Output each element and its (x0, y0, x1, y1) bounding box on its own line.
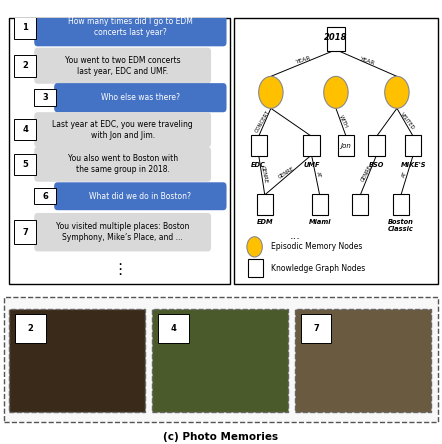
Text: Who else was there?: Who else was there? (101, 93, 180, 102)
Text: 1: 1 (23, 23, 28, 32)
Text: EDC: EDC (251, 162, 266, 168)
Circle shape (247, 237, 262, 257)
FancyBboxPatch shape (9, 309, 145, 412)
FancyBboxPatch shape (15, 221, 37, 244)
Text: You also went to Boston with
the same group in 2018.: You also went to Boston with the same gr… (68, 154, 178, 174)
Text: Last year at EDC, you were traveling
with Jon and Jim.: Last year at EDC, you were traveling wit… (52, 119, 193, 140)
Text: ⋮: ⋮ (112, 262, 127, 277)
Circle shape (385, 76, 409, 108)
FancyBboxPatch shape (295, 309, 431, 412)
Text: Jon: Jon (341, 143, 351, 149)
FancyBboxPatch shape (338, 135, 354, 156)
FancyBboxPatch shape (369, 135, 385, 156)
Text: BSO: BSO (369, 162, 384, 168)
Text: 4: 4 (171, 324, 176, 333)
FancyBboxPatch shape (15, 154, 37, 175)
Text: 2: 2 (27, 324, 33, 333)
FancyBboxPatch shape (4, 297, 438, 422)
FancyBboxPatch shape (15, 16, 37, 39)
Text: YEAR: YEAR (294, 56, 311, 65)
FancyBboxPatch shape (248, 259, 263, 278)
Text: ...: ... (290, 231, 301, 241)
Text: 4: 4 (23, 125, 28, 134)
Text: 5: 5 (23, 160, 28, 169)
FancyBboxPatch shape (34, 112, 211, 147)
FancyBboxPatch shape (234, 18, 438, 284)
FancyBboxPatch shape (405, 135, 421, 156)
FancyBboxPatch shape (393, 194, 409, 215)
Text: MIKE'S: MIKE'S (400, 162, 426, 168)
FancyBboxPatch shape (251, 135, 267, 156)
FancyBboxPatch shape (327, 27, 345, 51)
FancyBboxPatch shape (312, 194, 328, 215)
Text: (b) Memory Graph: (b) Memory Graph (282, 299, 389, 309)
FancyBboxPatch shape (303, 135, 320, 156)
FancyBboxPatch shape (34, 48, 211, 84)
Text: 2018: 2018 (324, 33, 348, 42)
FancyBboxPatch shape (301, 314, 332, 343)
FancyBboxPatch shape (34, 8, 227, 46)
Circle shape (324, 76, 348, 108)
Text: GENRE: GENRE (260, 165, 268, 184)
FancyBboxPatch shape (15, 119, 37, 140)
FancyBboxPatch shape (257, 194, 273, 215)
FancyBboxPatch shape (34, 89, 57, 106)
FancyBboxPatch shape (34, 213, 211, 251)
Text: EDM: EDM (256, 219, 273, 225)
FancyBboxPatch shape (15, 314, 46, 343)
Text: UMF: UMF (303, 162, 320, 168)
Text: 7: 7 (313, 324, 319, 333)
FancyBboxPatch shape (34, 147, 211, 182)
FancyBboxPatch shape (352, 194, 369, 215)
Text: Knowledge Graph Nodes: Knowledge Graph Nodes (271, 264, 365, 273)
Text: 3: 3 (42, 93, 48, 102)
Text: YEAR: YEAR (359, 56, 375, 65)
Text: GENRE: GENRE (278, 166, 296, 180)
Text: (a) Dialog: (a) Dialog (90, 299, 149, 309)
FancyBboxPatch shape (54, 182, 227, 210)
Text: You visited multiple places: Boston
Symphony, Mike’s Place, and ...: You visited multiple places: Boston Symp… (56, 222, 189, 242)
Text: WITH: WITH (338, 114, 348, 129)
Text: GENRE: GENRE (360, 165, 373, 183)
FancyBboxPatch shape (34, 188, 57, 204)
Text: (c) Photo Memories: (c) Photo Memories (164, 432, 278, 442)
Text: Episodic Memory Nodes: Episodic Memory Nodes (271, 242, 362, 251)
Text: CONCERT: CONCERT (254, 109, 271, 133)
Text: AT: AT (401, 170, 408, 178)
Text: What did we do in Boston?: What did we do in Boston? (89, 192, 191, 201)
FancyBboxPatch shape (15, 55, 37, 77)
FancyBboxPatch shape (9, 18, 230, 284)
Text: 6: 6 (42, 192, 48, 201)
FancyBboxPatch shape (54, 83, 227, 112)
Text: How many times did I go to EDM
concerts last year?: How many times did I go to EDM concerts … (68, 17, 193, 37)
Text: Miami: Miami (309, 219, 331, 225)
Text: Boston
Classic: Boston Classic (388, 219, 414, 232)
Circle shape (259, 76, 283, 108)
Text: You went to two EDM concerts
last year, EDC and UMF.: You went to two EDM concerts last year, … (65, 56, 180, 76)
FancyBboxPatch shape (158, 314, 188, 343)
Text: 7: 7 (23, 228, 28, 237)
FancyBboxPatch shape (152, 309, 288, 412)
Text: AT: AT (315, 170, 321, 178)
Text: 2: 2 (23, 61, 28, 70)
Text: VISITED: VISITED (399, 111, 415, 131)
